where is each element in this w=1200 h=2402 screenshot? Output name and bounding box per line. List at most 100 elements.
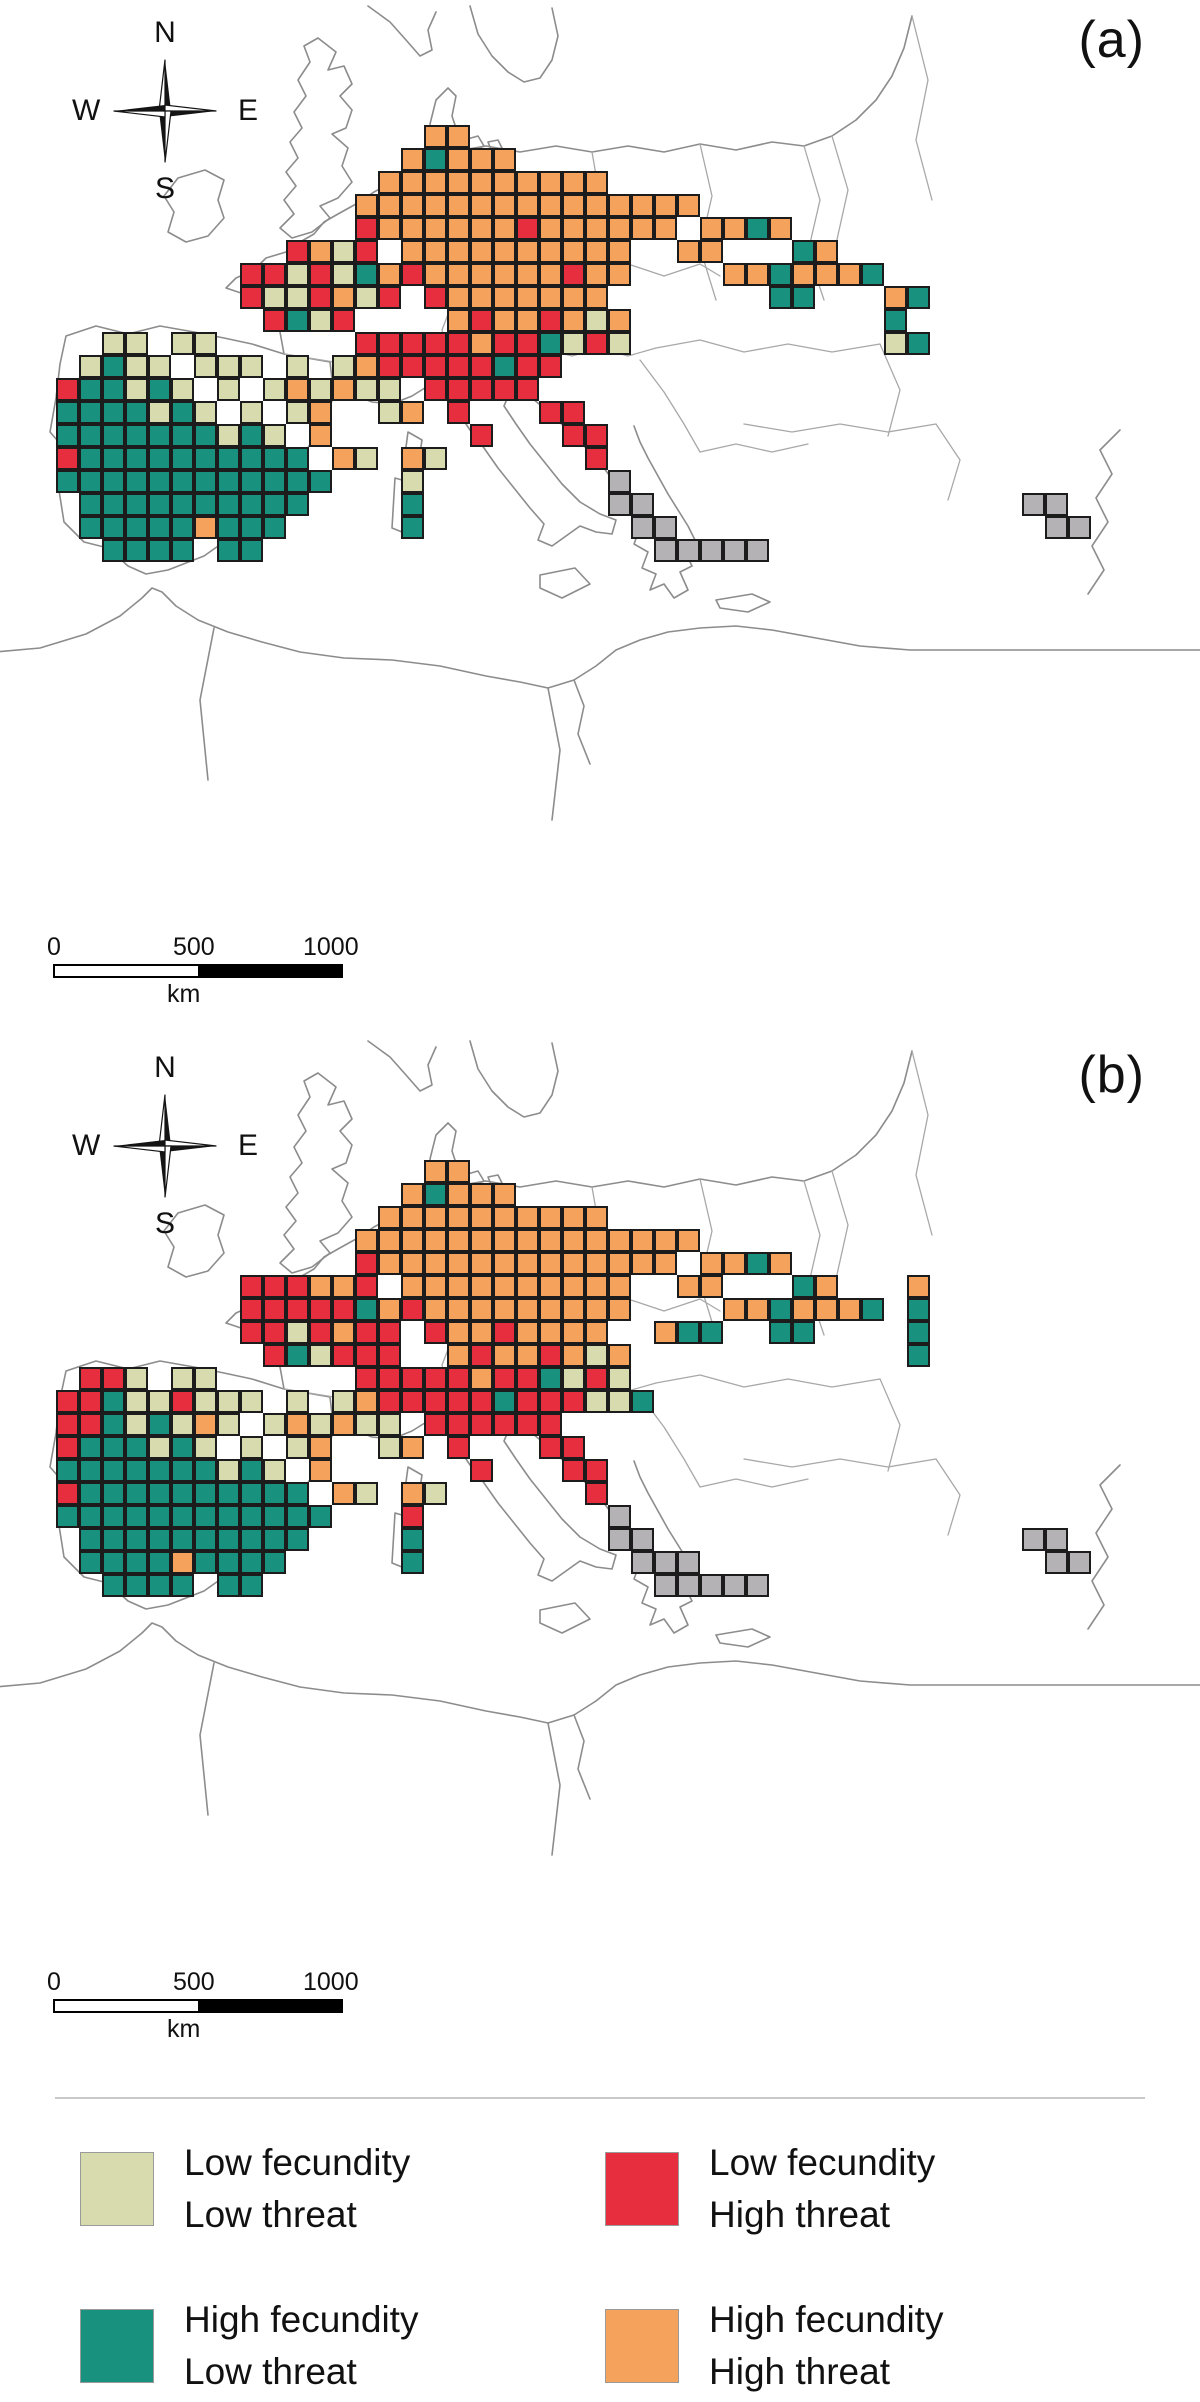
map-cell [286, 493, 309, 516]
map-cell [286, 1390, 309, 1413]
map-cell [148, 1390, 171, 1413]
map-cell [516, 1275, 539, 1298]
map-cell [470, 1321, 493, 1344]
map-cell [217, 1551, 240, 1574]
map-cell [378, 1436, 401, 1459]
map-cell [125, 1482, 148, 1505]
scale-bar-second-half [198, 2001, 341, 2011]
map-cell [378, 1206, 401, 1229]
map-cell [608, 332, 631, 355]
map-cell [516, 1206, 539, 1229]
map-cell [378, 378, 401, 401]
map-cell [263, 1528, 286, 1551]
map-cell [470, 332, 493, 355]
map-cell [815, 1298, 838, 1321]
map-cell [1068, 1551, 1091, 1574]
legend-swatch-low-high [605, 2152, 679, 2226]
map-cell [562, 194, 585, 217]
map-cell [585, 263, 608, 286]
map-cell [907, 1298, 930, 1321]
scale-bar-first-half [55, 966, 198, 976]
map-cell [447, 378, 470, 401]
map-cell [217, 539, 240, 562]
map-cell [401, 1229, 424, 1252]
map-cell [424, 378, 447, 401]
map-cell [493, 1252, 516, 1275]
map-cell [378, 286, 401, 309]
map-cell [447, 148, 470, 171]
map-cell [631, 217, 654, 240]
map-cell [470, 378, 493, 401]
map-cell [102, 1367, 125, 1390]
map-cell [56, 1436, 79, 1459]
map-cell [792, 240, 815, 263]
map-cell [562, 1206, 585, 1229]
map-cell [102, 401, 125, 424]
map-cell [125, 1551, 148, 1574]
map-cell [700, 217, 723, 240]
map-cell [378, 1413, 401, 1436]
map-cell [493, 1275, 516, 1298]
map-cell [677, 1275, 700, 1298]
map-cell [102, 1505, 125, 1528]
map-cell [493, 378, 516, 401]
map-cell [424, 171, 447, 194]
map-cell [79, 1367, 102, 1390]
map-cell [171, 516, 194, 539]
map-cell [263, 424, 286, 447]
map-cell [700, 1321, 723, 1344]
map-cell [562, 424, 585, 447]
scale-bar-graphic [53, 964, 343, 978]
map-cell [79, 1482, 102, 1505]
map-cell [700, 240, 723, 263]
map-cell [171, 1505, 194, 1528]
map-cell [286, 1436, 309, 1459]
map-cell [355, 217, 378, 240]
map-cell [355, 1252, 378, 1275]
map-cell [79, 1413, 102, 1436]
map-cell [148, 1551, 171, 1574]
map-cell [56, 447, 79, 470]
map-cell [562, 240, 585, 263]
compass-star-icon [112, 58, 218, 164]
map-cell [401, 355, 424, 378]
map-cell [194, 355, 217, 378]
map-cell [493, 1298, 516, 1321]
map-cell [424, 1482, 447, 1505]
map-cell [1045, 1551, 1068, 1574]
map-cell [79, 447, 102, 470]
map-cell [424, 194, 447, 217]
map-cell [125, 447, 148, 470]
map-cell [654, 1229, 677, 1252]
map-cell [171, 424, 194, 447]
map-cell [355, 1344, 378, 1367]
map-cell [240, 1321, 263, 1344]
map-cell [447, 240, 470, 263]
map-cell [125, 1413, 148, 1436]
map-cell [309, 1413, 332, 1436]
map-cell [217, 1574, 240, 1597]
map-cell [401, 1551, 424, 1574]
map-cell [516, 1390, 539, 1413]
map-cell [355, 1229, 378, 1252]
map-cell [125, 1436, 148, 1459]
map-cell [79, 516, 102, 539]
legend-item-high-fecundity-high-threat: High fecundity High threat [605, 2290, 1130, 2402]
map-cell [286, 447, 309, 470]
map-cell [378, 194, 401, 217]
map-cell [562, 217, 585, 240]
map-cell [79, 1505, 102, 1528]
map-cell [401, 1275, 424, 1298]
map-cell [470, 1275, 493, 1298]
map-cell [424, 240, 447, 263]
map-cell [654, 194, 677, 217]
map-cell [171, 401, 194, 424]
map-cell [148, 1436, 171, 1459]
map-cell [125, 1367, 148, 1390]
map-cell [424, 1413, 447, 1436]
map-cell [56, 378, 79, 401]
map-cell [838, 263, 861, 286]
map-cell [102, 1436, 125, 1459]
map-cell [217, 493, 240, 516]
map-cell [677, 1321, 700, 1344]
